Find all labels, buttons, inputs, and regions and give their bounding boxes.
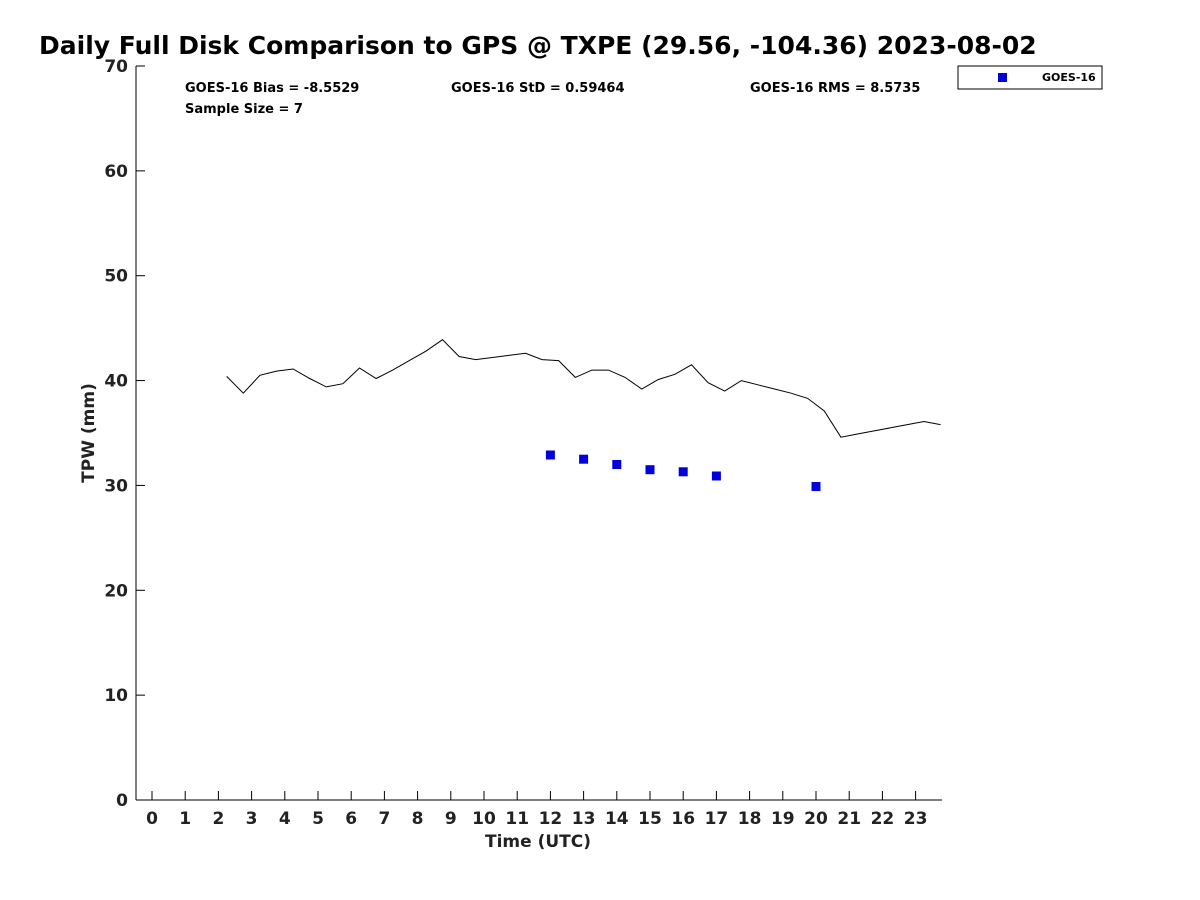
- x-tick-label: 3: [246, 809, 258, 829]
- x-tick-label: 15: [638, 809, 662, 829]
- y-ticks: 0 10 20 30 40 50 60 70: [104, 57, 145, 811]
- y-tick-label: 50: [104, 267, 128, 287]
- y-tick-label: 70: [104, 57, 128, 77]
- x-tick-label: 1: [179, 809, 191, 829]
- y-tick-label: 10: [104, 686, 128, 706]
- x-tick-label: 21: [837, 809, 861, 829]
- bias-label: GOES-16 Bias = -8.5529: [185, 81, 359, 96]
- x-tick-label: 12: [539, 809, 563, 829]
- x-tick-label: 22: [871, 809, 895, 829]
- goes16-point: [612, 460, 622, 469]
- x-tick-label: 2: [212, 809, 224, 829]
- sample-size-label: Sample Size = 7: [185, 102, 303, 117]
- x-tick-label: 16: [671, 809, 695, 829]
- x-ticks: 0 1 2 3 4 5 6 7 8 9 10 11 12 13 14 15 16 17 18 19 20 21 22 23: [146, 791, 927, 829]
- y-tick-label: 20: [104, 581, 128, 601]
- plot-area: [135, 66, 942, 801]
- x-tick-label: 14: [605, 809, 629, 829]
- goes16-point: [645, 465, 655, 475]
- y-tick-label: 0: [116, 791, 128, 811]
- x-tick-label: 23: [904, 809, 928, 829]
- legend-label-goes16: GOES-16: [1042, 71, 1096, 84]
- goes16-point: [545, 450, 555, 460]
- goes16-point: [711, 471, 721, 481]
- chart-title: Daily Full Disk Comparison to GPS @ TXPE…: [39, 31, 1037, 60]
- x-tick-label: 17: [705, 809, 729, 829]
- x-tick-label: 5: [312, 809, 324, 829]
- goes16-point: [811, 482, 821, 491]
- x-tick-label: 9: [445, 809, 457, 829]
- y-tick-label: 60: [104, 162, 128, 182]
- x-tick-label: 20: [804, 809, 828, 829]
- goes16-point: [579, 454, 589, 464]
- legend-marker-goes16: [998, 73, 1007, 82]
- gps-tpw-line: [226, 339, 941, 438]
- x-tick-label: 4: [279, 809, 291, 829]
- x-tick-label: 18: [738, 809, 762, 829]
- rms-label: GOES-16 RMS = 8.5735: [750, 81, 920, 96]
- x-tick-label: 11: [505, 809, 529, 829]
- y-tick-label: 40: [104, 372, 128, 392]
- x-tick-label: 0: [146, 809, 158, 829]
- x-tick-label: 7: [378, 809, 390, 829]
- goes16-point: [678, 467, 688, 477]
- x-tick-label: 8: [412, 809, 424, 829]
- x-tick-label: 13: [572, 809, 596, 829]
- x-tick-label: 19: [771, 809, 795, 829]
- x-axis-label: Time (UTC): [485, 832, 591, 852]
- y-axis-label: TPW (mm): [79, 383, 99, 483]
- y-tick-label: 30: [104, 476, 128, 496]
- std-label: GOES-16 StD = 0.59464: [451, 81, 625, 96]
- x-tick-label: 6: [345, 809, 357, 829]
- legend: GOES-16: [957, 65, 1103, 90]
- x-tick-label: 10: [472, 809, 496, 829]
- goes16-markers: [545, 450, 821, 491]
- legend-box: [957, 65, 1103, 90]
